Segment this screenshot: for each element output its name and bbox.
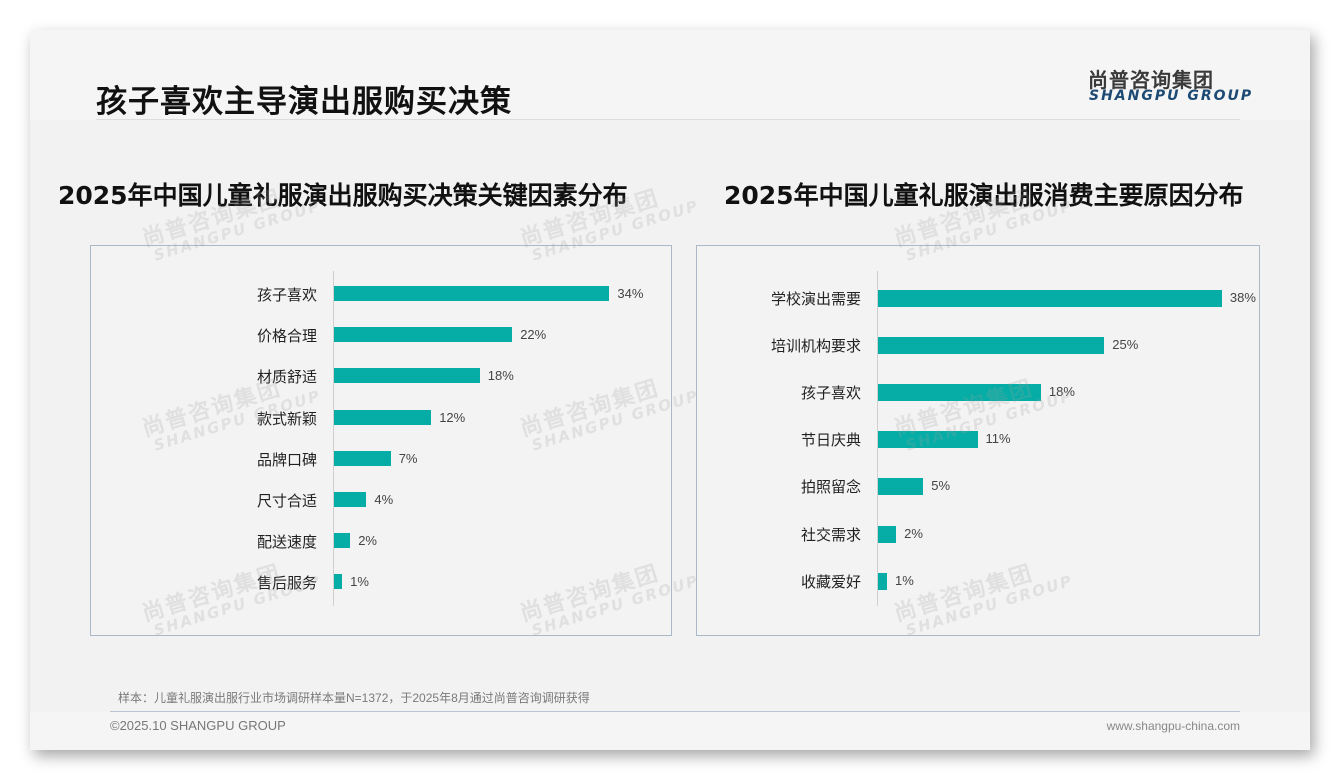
header-band [30, 30, 1310, 120]
bar [878, 384, 1041, 402]
bar-value-label: 1% [895, 572, 914, 588]
bar-category-label: 价格合理 [256, 327, 317, 346]
bar [878, 525, 897, 543]
bar-category-label: 配送速度 [256, 533, 317, 552]
chart-left: 孩子喜欢 34% 价格合理 22% 材质舒适 18% 款式新颖 12% 品牌口碑 7% 尺寸合适 4%… [90, 245, 672, 636]
bar-category-label: 尺寸合适 [256, 492, 317, 510]
sample-note: 样本：儿童礼服演出服行业市场调研样本量N=1372，于2025年8月通过尚普咨询… [118, 691, 590, 705]
bar-value-label: 22% [520, 327, 547, 343]
bar-value-label: 2% [358, 533, 377, 549]
bar-category-label: 售后服务 [256, 574, 317, 593]
footer-divider [110, 711, 1240, 712]
bar [878, 337, 1105, 355]
bar-value-label: 18% [1048, 384, 1075, 400]
website-link[interactable]: www.shangpu-china.com [1106, 719, 1240, 733]
chart-title-right: 2025年中国儿童礼服演出服消费主要原因分布 [724, 181, 1244, 210]
bar-category-label: 孩子喜欢 [800, 384, 861, 403]
footer-band [30, 712, 1310, 750]
bar-value-label: 25% [1112, 337, 1139, 353]
bar-category-label: 培训机构要求 [770, 337, 861, 356]
bar-value-label: 5% [931, 478, 951, 494]
logo-chinese: 尚普咨询集团 [1088, 68, 1214, 92]
bar-category-label: 学校演出需要 [770, 290, 861, 308]
bar-value-label: 4% [374, 492, 394, 507]
bar [334, 492, 367, 507]
chart-title-left: 2025年中国儿童礼服演出服购买决策关键因素分布 [58, 181, 628, 210]
slide: 孩子喜欢主导演出服购买决策 尚普咨询集团 SHANGPU GROUP 2025年… [30, 30, 1310, 750]
bar-value-label: 11% [985, 431, 1011, 447]
bar [334, 574, 343, 590]
bar-value-label: 12% [439, 409, 466, 425]
bar-value-label: 7% [398, 450, 418, 466]
bar [334, 286, 610, 301]
bar-category-label: 节日庆典 [800, 431, 861, 450]
bar-value-label: 2% [904, 525, 923, 541]
bar [334, 327, 513, 343]
bar [878, 572, 888, 590]
bar-value-label: 18% [487, 368, 514, 384]
bar [878, 478, 924, 496]
bar-category-label: 款式新颖 [256, 409, 317, 428]
bar-value-label: 1% [350, 574, 369, 590]
bar-category-label: 品牌口碑 [256, 450, 317, 469]
title-divider [96, 119, 1240, 120]
y-axis-line [877, 271, 878, 606]
bar-value-label: 34% [617, 286, 644, 301]
y-axis-line [333, 271, 334, 606]
bar [334, 368, 480, 384]
copyright: ©2025.10 SHANGPU GROUP [110, 718, 286, 733]
bar-category-label: 收藏爱好 [800, 572, 861, 591]
bar-category-label: 孩子喜欢 [256, 286, 317, 304]
logo-english: SHANGPU GROUP [1089, 88, 1254, 104]
bar [878, 431, 978, 449]
bar-value-label: 38% [1229, 290, 1256, 305]
bar [334, 533, 351, 549]
bar [334, 409, 432, 425]
page-title: 孩子喜欢主导演出服购买决策 [96, 84, 512, 120]
bar [878, 290, 1222, 307]
bar-category-label: 拍照留念 [800, 478, 861, 497]
bar-category-label: 材质舒适 [256, 368, 317, 387]
bar [334, 450, 391, 466]
chart-right: 学校演出需要 38% 培训机构要求 25% 孩子喜欢 18% 节日庆典 11% 拍照留念 5% 社交… [696, 245, 1260, 636]
bar-category-label: 社交需求 [800, 525, 861, 544]
